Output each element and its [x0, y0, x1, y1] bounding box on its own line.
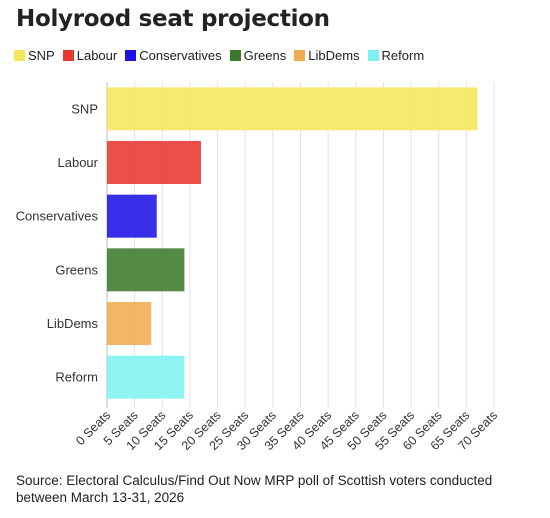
legend-item-labour[interactable]: Labour: [62, 48, 118, 63]
category-label-snp: SNP: [71, 101, 98, 116]
legend-item-conservatives[interactable]: Conservatives: [125, 48, 222, 63]
legend-item-snp[interactable]: SNP: [14, 48, 55, 63]
bar-libdems: [107, 302, 152, 345]
legend-label-snp: SNP: [28, 48, 55, 63]
legend-swatch-libdems: [294, 50, 306, 61]
category-label-libdems: LibDems: [47, 316, 99, 331]
bar-snp: [107, 87, 478, 131]
category-label-conservatives: Conservatives: [16, 209, 99, 224]
bar-reform: [107, 355, 185, 399]
legend-label-greens: Greens: [243, 48, 287, 63]
legend: SNP Labour Conservatives Greens LibDems …: [14, 48, 424, 63]
legend-item-libdems[interactable]: LibDems: [294, 48, 360, 63]
category-label-reform: Reform: [55, 370, 98, 385]
legend-label-libdems: LibDems: [308, 48, 360, 63]
legend-label-labour: Labour: [76, 48, 118, 63]
bar-chart: SNP Labour Conservatives Greens LibDems Refor…: [16, 82, 500, 453]
bar-greens: [107, 248, 185, 292]
bar-labour: [107, 141, 201, 184]
legend-swatch-conservatives: [125, 50, 137, 61]
legend-swatch-greens: [229, 50, 241, 61]
legend-item-greens[interactable]: Greens: [229, 48, 287, 63]
bar-conservatives: [107, 194, 157, 238]
legend-label-reform: Reform: [381, 48, 425, 63]
category-label-labour: Labour: [58, 155, 99, 170]
chart-title: Holyrood seat projection: [16, 6, 330, 32]
category-label-greens: Greens: [55, 262, 98, 277]
legend-swatch-labour: [62, 50, 74, 61]
legend-label-conservatives: Conservatives: [139, 48, 222, 63]
legend-item-reform[interactable]: Reform: [367, 48, 425, 63]
legend-swatch-reform: [367, 50, 379, 61]
source-note: Source: Electoral Calculus/Find Out Now …: [16, 473, 493, 505]
legend-swatch-snp: [14, 50, 25, 61]
